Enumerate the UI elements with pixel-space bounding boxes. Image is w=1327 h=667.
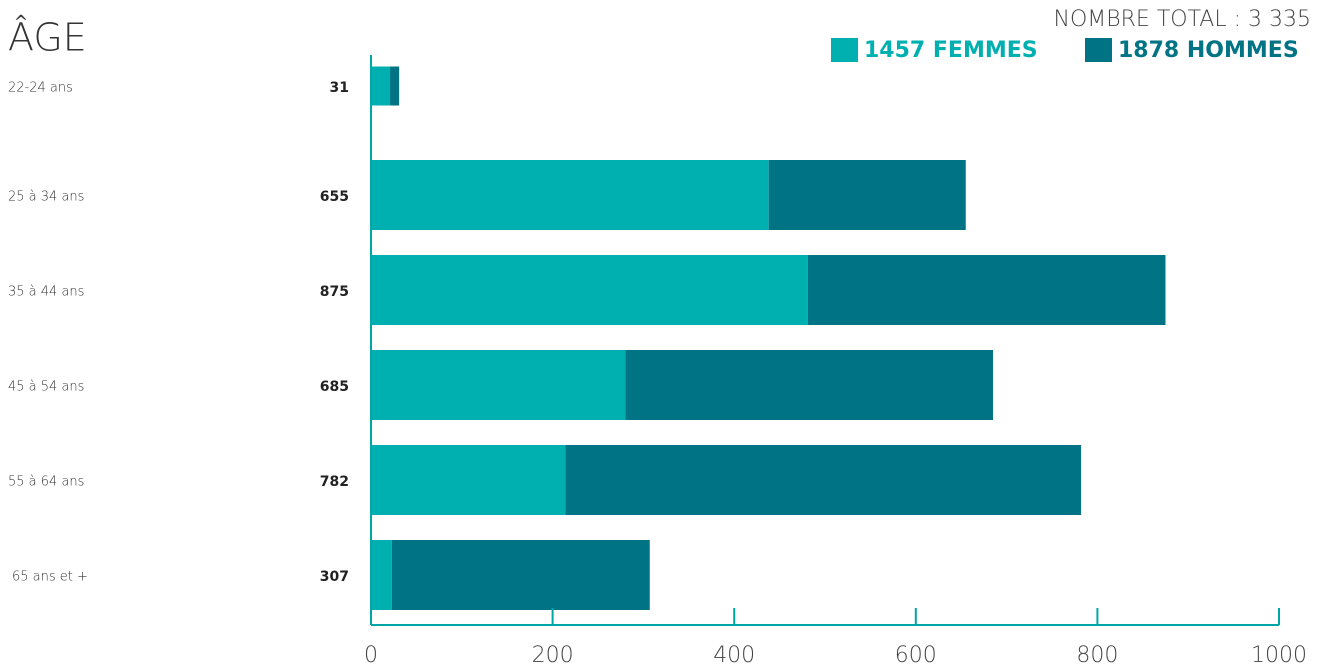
bar-segment <box>391 540 650 610</box>
bar-segment <box>768 160 966 230</box>
legend-label: 1878 HOMMES <box>1118 38 1299 63</box>
category-label: 22-24 ans <box>8 81 73 96</box>
x-tick-label: 800 <box>1076 643 1118 667</box>
bar-segment <box>371 66 391 106</box>
bar-segment <box>371 350 626 420</box>
total-label: 782 <box>320 474 349 490</box>
bar-segment <box>371 160 769 230</box>
legend-swatch <box>831 38 858 62</box>
total-label: 685 <box>320 379 349 395</box>
category-label: 55 à 64 ans <box>8 475 84 490</box>
bar-segment <box>371 540 392 610</box>
x-tick-label: 400 <box>713 643 755 667</box>
category-label: 65 ans et + <box>12 570 88 585</box>
chart-title: ÂGE <box>8 16 87 60</box>
bar-segment <box>371 445 566 515</box>
total-label: 655 <box>320 189 349 205</box>
category-label: 25 à 34 ans <box>8 190 84 205</box>
legend-swatch <box>1085 38 1112 62</box>
x-tick-label: 200 <box>532 643 574 667</box>
total-label: 307 <box>320 569 349 585</box>
bar-segment <box>371 255 808 325</box>
total-label: 31 <box>330 80 349 96</box>
category-label: 45 à 54 ans <box>8 380 84 395</box>
bar-segment <box>625 350 993 420</box>
bar-segment <box>565 445 1082 515</box>
x-tick-label: 0 <box>364 643 378 667</box>
bar-segment <box>807 255 1166 325</box>
bar-segment <box>390 66 400 106</box>
category-label: 35 à 44 ans <box>8 285 84 300</box>
total-label: 875 <box>320 284 349 300</box>
x-tick-label: 1000 <box>1251 643 1307 667</box>
chart-subtitle: NOMBRE TOTAL : 3 335 <box>1053 7 1311 32</box>
x-tick-label: 600 <box>895 643 937 667</box>
legend-label: 1457 FEMMES <box>864 38 1038 63</box>
